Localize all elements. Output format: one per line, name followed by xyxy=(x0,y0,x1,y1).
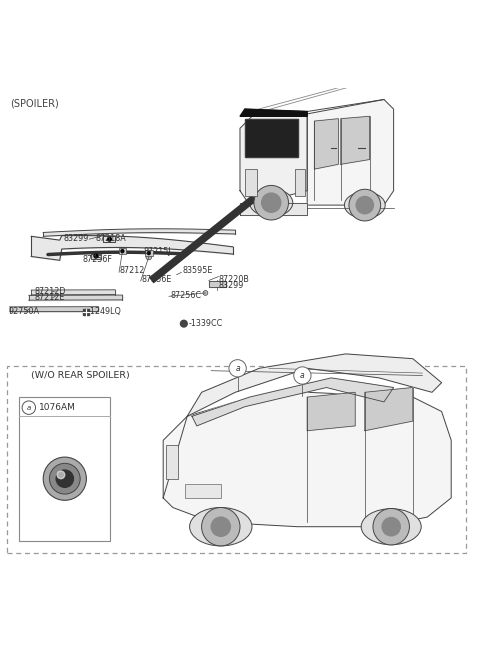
Bar xyxy=(119,248,126,254)
Bar xyxy=(19,397,110,541)
Polygon shape xyxy=(240,114,307,205)
Text: 87212D: 87212D xyxy=(35,286,66,295)
Text: a: a xyxy=(27,405,31,411)
Circle shape xyxy=(108,237,111,241)
Circle shape xyxy=(147,252,150,255)
Polygon shape xyxy=(103,236,115,242)
Circle shape xyxy=(203,291,208,295)
Circle shape xyxy=(57,471,65,479)
Circle shape xyxy=(229,360,246,377)
Circle shape xyxy=(121,250,124,253)
Circle shape xyxy=(43,457,86,500)
Text: 87256E: 87256E xyxy=(142,275,172,284)
Text: 87218A: 87218A xyxy=(95,234,126,243)
Polygon shape xyxy=(209,281,226,287)
Text: 87256C: 87256C xyxy=(170,291,202,300)
Bar xyxy=(295,169,305,195)
Bar xyxy=(7,366,466,553)
Circle shape xyxy=(262,193,281,212)
Polygon shape xyxy=(307,392,355,431)
Text: a: a xyxy=(235,364,240,373)
Circle shape xyxy=(211,517,230,536)
Polygon shape xyxy=(192,378,394,426)
Circle shape xyxy=(382,517,400,536)
Polygon shape xyxy=(240,202,307,215)
Polygon shape xyxy=(307,100,394,205)
Polygon shape xyxy=(245,119,298,157)
Text: 92750A: 92750A xyxy=(9,307,40,316)
Circle shape xyxy=(22,401,36,415)
Circle shape xyxy=(146,254,152,260)
Polygon shape xyxy=(341,117,370,164)
Ellipse shape xyxy=(190,508,252,546)
Text: 87215J: 87215J xyxy=(143,247,171,256)
Polygon shape xyxy=(240,109,307,117)
Text: 87220B: 87220B xyxy=(218,274,249,284)
Text: a: a xyxy=(300,371,305,380)
Text: 83299: 83299 xyxy=(218,281,244,290)
Text: 87212E: 87212E xyxy=(35,293,65,302)
Text: 1076AM: 1076AM xyxy=(39,403,76,412)
Circle shape xyxy=(202,508,240,546)
Polygon shape xyxy=(187,354,442,417)
Circle shape xyxy=(356,196,373,214)
Text: -1339CC: -1339CC xyxy=(188,319,222,328)
Circle shape xyxy=(94,254,98,258)
Ellipse shape xyxy=(250,189,293,217)
Circle shape xyxy=(294,367,311,384)
Text: 83595E: 83595E xyxy=(182,267,213,275)
Circle shape xyxy=(56,470,73,487)
Circle shape xyxy=(49,463,80,494)
Text: -1249LQ: -1249LQ xyxy=(88,307,122,316)
Ellipse shape xyxy=(345,192,385,218)
Text: (W/O REAR SPOILER): (W/O REAR SPOILER) xyxy=(31,371,130,380)
Bar xyxy=(245,169,257,195)
Circle shape xyxy=(373,508,409,545)
Polygon shape xyxy=(314,119,338,169)
Bar xyxy=(166,445,178,479)
Ellipse shape xyxy=(361,509,421,545)
Circle shape xyxy=(349,189,381,221)
Circle shape xyxy=(254,185,288,220)
Text: 87256F: 87256F xyxy=(83,255,112,265)
Text: 87212: 87212 xyxy=(120,267,145,275)
Bar xyxy=(145,250,153,256)
Circle shape xyxy=(180,320,187,327)
Polygon shape xyxy=(163,392,451,527)
Polygon shape xyxy=(365,388,413,431)
Text: 83299: 83299 xyxy=(63,234,89,243)
Polygon shape xyxy=(91,253,101,259)
Bar xyxy=(185,483,221,498)
Text: (SPOILER): (SPOILER) xyxy=(11,98,60,108)
